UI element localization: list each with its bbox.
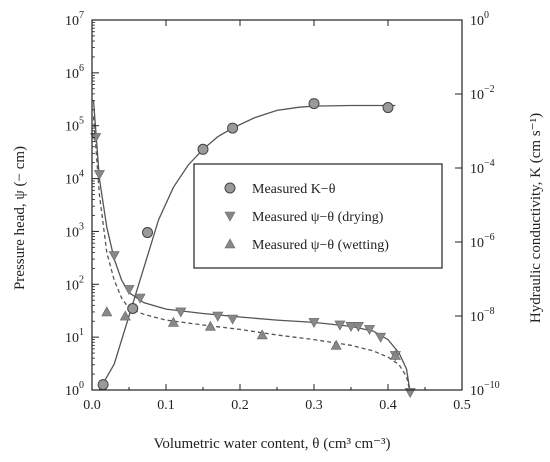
legend-label: Measured ψ−θ (wetting) [252, 238, 389, 253]
data-point [227, 314, 239, 325]
data-point [308, 318, 320, 329]
data-point [119, 310, 131, 321]
y-axis-right: 10−10 10−8 10−6 10−4 10−2 100 [455, 10, 500, 399]
y-right-tick-label: 10−4 [470, 158, 495, 177]
legend-box [193, 163, 443, 269]
legend-label: Measured ψ−θ (drying) [252, 210, 384, 225]
data-point [93, 170, 105, 181]
data-point [204, 320, 216, 331]
legend-marker [224, 211, 236, 222]
y-left-tick-label: 102 [65, 274, 84, 293]
data-point [334, 320, 346, 331]
x-axis-label: Volumetric water content, θ (cm³ cm⁻³) [153, 436, 390, 452]
y-right-tick-label: 10−6 [470, 232, 495, 251]
data-point [227, 122, 239, 134]
fitted-curve [92, 116, 411, 393]
y-right-tick-label: 10−10 [470, 380, 500, 399]
x-tick-label: 0.4 [379, 398, 397, 413]
y-right-tick-label: 100 [470, 10, 489, 29]
data-point [212, 311, 224, 322]
y-axis-left: 100 101 102 103 104 105 106 107 [65, 10, 99, 399]
y-left-tick-label: 105 [65, 116, 84, 135]
legend-marker [224, 238, 236, 249]
data-point [330, 339, 342, 350]
data-point [256, 329, 268, 340]
x-tick-label: 0.0 [83, 398, 101, 413]
data-point [345, 322, 357, 332]
x-tick-label: 0.3 [305, 398, 323, 413]
data-point [97, 379, 109, 391]
x-tick-label: 0.2 [231, 398, 249, 413]
data-point [197, 143, 209, 155]
y-left-tick-label: 106 [65, 63, 84, 82]
data-point [142, 227, 153, 239]
y-axis-label-left: Pressure head, ψ (− cm) [12, 146, 28, 290]
y-left-tick-label: 104 [65, 169, 84, 188]
data-point [352, 322, 364, 332]
y-right-tick-label: 10−8 [470, 306, 495, 325]
x-axis: 0.0 0.1 0.2 0.3 0.4 0.5 [83, 20, 471, 413]
data-point [404, 388, 416, 399]
data-point [90, 133, 102, 144]
legend-marker [224, 182, 236, 194]
data-point [134, 293, 146, 304]
data-point [108, 251, 120, 262]
legend-label: Measured K−θ [252, 182, 336, 197]
x-tick-label: 0.1 [157, 398, 175, 413]
data-point [389, 349, 401, 360]
data-point [101, 306, 113, 317]
data-point [363, 325, 376, 336]
x-tick-label: 0.5 [453, 398, 471, 413]
y-axis-label-right: Hydraulic conductivity, K (cm s⁻¹) [528, 113, 544, 323]
data-point [127, 302, 139, 314]
legend: Measured K−θ Measured ψ−θ (drying) Measure… [193, 163, 443, 269]
data-point [308, 98, 320, 110]
y-left-tick-label: 107 [65, 10, 84, 29]
data-point [175, 307, 187, 318]
y-right-tick-label: 10−2 [470, 84, 495, 103]
y-left-tick-label: 100 [65, 380, 84, 399]
y-left-tick-label: 101 [65, 327, 84, 346]
data-point [167, 316, 179, 327]
data-point [382, 102, 394, 114]
data-point [375, 332, 387, 343]
data-point [123, 285, 135, 296]
y-left-tick-label: 103 [65, 221, 84, 240]
fitted-curve [98, 104, 396, 391]
